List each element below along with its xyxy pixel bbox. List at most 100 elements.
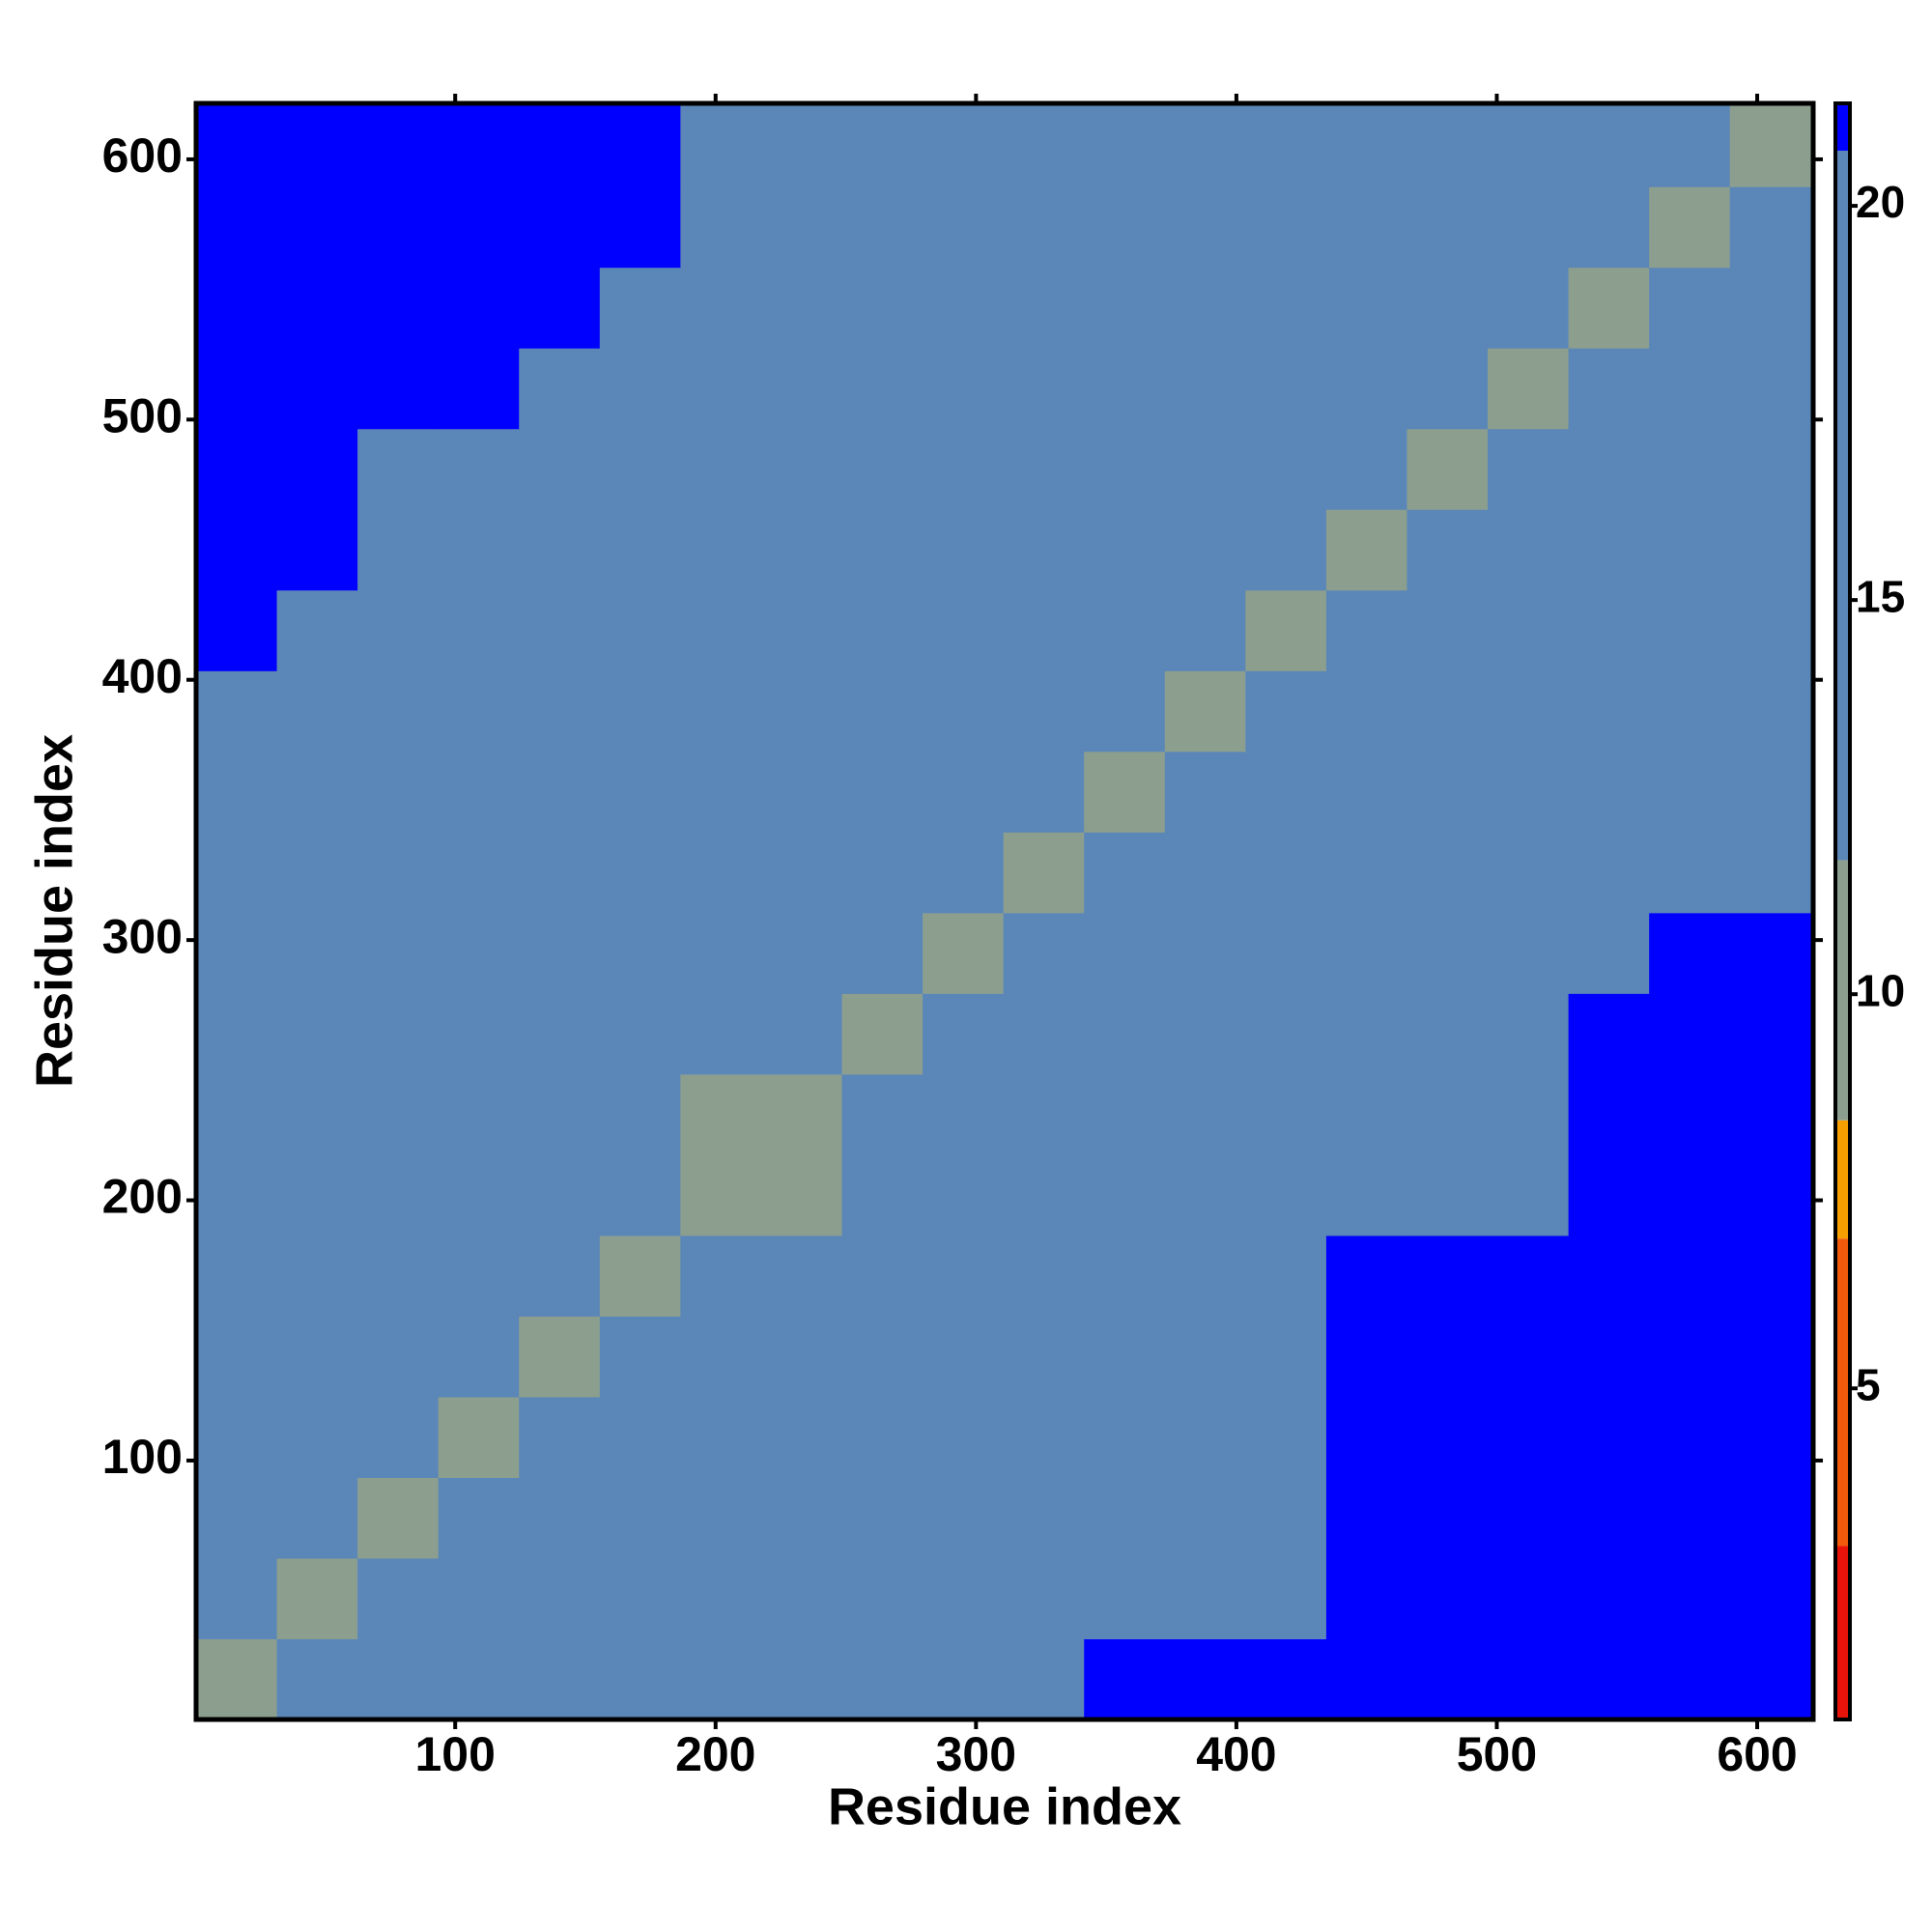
heatmap-cell [923,1316,1005,1398]
heatmap-cell [276,103,358,187]
heatmap-cell [1568,1235,1650,1317]
heatmap-cell [519,428,601,510]
heatmap-cell [1325,1477,1407,1559]
heatmap-cell [1003,267,1085,349]
heatmap-cell [599,993,681,1075]
heatmap-cell [923,1154,1005,1236]
heatmap-cell [1488,670,1570,753]
heatmap-cell [841,1073,923,1155]
colorbar-band [1835,1546,1850,1719]
heatmap-cell [1325,348,1407,430]
heatmap-cell [519,1073,601,1155]
heatmap-cell [196,1477,278,1559]
heatmap-cell [1649,1235,1731,1317]
heatmap-cell [1325,751,1407,833]
heatmap-cell [680,348,762,430]
heatmap-cell [1406,670,1489,753]
heatmap-cell [1406,1235,1489,1317]
heatmap-cell [357,751,440,833]
heatmap-cell [1325,428,1407,510]
heatmap-cell [680,912,762,994]
heatmap-cell [1164,832,1246,914]
heatmap-cell [438,1477,520,1559]
heatmap-cell [1488,428,1570,510]
heatmap-cell [599,589,681,671]
heatmap-cell [196,103,278,187]
heatmap-cell [1003,509,1085,591]
heatmap-cell [276,1154,358,1236]
heatmap-cell [1649,1557,1731,1639]
heatmap-cell [599,186,681,269]
heatmap-cell [1003,993,1085,1075]
heatmap-cell [923,1557,1005,1639]
heatmap-cell [1164,509,1246,591]
heatmap-cell [923,348,1005,430]
heatmap-cell [276,589,358,671]
heatmap-cell [438,348,520,430]
heatmap-cell [760,428,843,510]
heatmap-cell [357,103,440,187]
heatmap-cell [1084,348,1166,430]
heatmap-cell [1003,103,1085,187]
heatmap-cell [519,670,601,753]
heatmap-cell [1649,1396,1731,1478]
colorbar-band [1835,860,1850,1121]
heatmap-cell [1164,1638,1246,1720]
heatmap-cell [519,1638,601,1720]
heatmap-cell [1568,993,1650,1075]
heatmap-cell [841,670,923,753]
heatmap-cell [357,1477,440,1559]
heatmap-cell [1568,509,1650,591]
heatmap-cell [680,832,762,914]
heatmap-cell [1488,186,1570,269]
heatmap-cell [1729,912,1814,994]
colorbar-frame [1833,101,1852,1721]
heatmap-cell [1406,267,1489,349]
heatmap-cell [680,1557,762,1639]
heatmap-cell [599,428,681,510]
heatmap-cell [357,1396,440,1478]
heatmap-cell [276,186,358,269]
heatmap-cell [1406,751,1489,833]
heatmap-cell [1729,1557,1814,1639]
heatmap-cell [760,1154,843,1236]
heatmap-cell [1488,1557,1570,1639]
heatmap-cell [438,1638,520,1720]
heatmap-cell [1488,1073,1570,1155]
heatmap-cell [1729,186,1814,269]
heatmap-cell [760,589,843,671]
heatmap-cell [1729,1477,1814,1559]
heatmap-cell [841,1316,923,1398]
heatmap-cell [1568,103,1650,187]
heatmap-cell [680,186,762,269]
heatmap-cell [680,1638,762,1720]
heatmap-cell [1325,993,1407,1075]
heatmap-cell [438,993,520,1075]
heatmap-cell [519,1477,601,1559]
heatmap-cell [438,1235,520,1317]
heatmap-cell [1729,1316,1814,1398]
heatmap-cell [1003,1396,1085,1478]
x-tick-label: 400 [1196,1727,1276,1781]
heatmap-cell [599,1638,681,1720]
heatmap-cell [1488,832,1570,914]
heatmap-cell [1488,1477,1570,1559]
heatmap-cell [1245,186,1327,269]
heatmap-cell [1084,428,1166,510]
heatmap-cell [599,1154,681,1236]
heatmap-cell [1568,1396,1650,1478]
heatmap-cell [1245,1396,1327,1478]
heatmap-cell [923,589,1005,671]
heatmap-cell [1003,1477,1085,1559]
heatmap-cell [276,1235,358,1317]
heatmap-cell [923,186,1005,269]
heatmap-cell [1406,993,1489,1075]
heatmap-cell [276,1638,358,1720]
heatmap-cell [841,186,923,269]
heatmap-cell [519,751,601,833]
heatmap-cell [276,1557,358,1639]
heatmap-cell [1084,509,1166,591]
heatmap-cell [841,751,923,833]
heatmap-cell [1084,1557,1166,1639]
